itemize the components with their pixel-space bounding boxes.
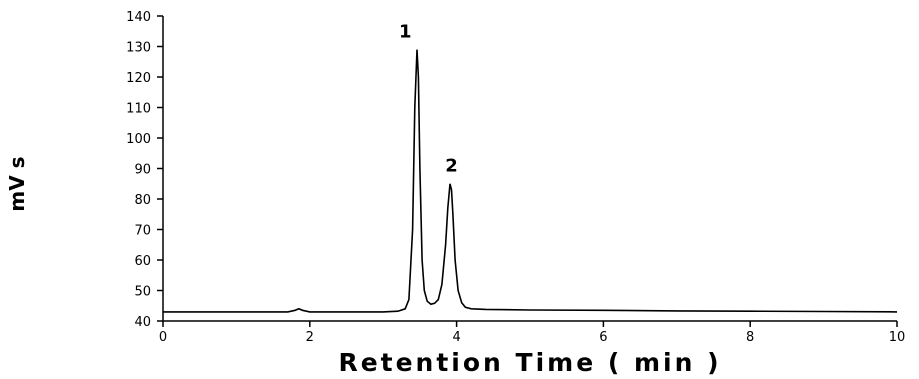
- y-tick-label: 140: [126, 10, 151, 25]
- peak-labels: 12: [399, 21, 458, 176]
- y-axis-title: mV s: [5, 156, 29, 211]
- y-tick-label: 100: [126, 132, 151, 147]
- x-axis-title: Retention Time ( min ): [338, 348, 721, 377]
- x-tick-label: 4: [452, 330, 460, 345]
- y-tick-label: 50: [134, 285, 151, 300]
- x-tick-label: 0: [159, 330, 167, 345]
- x-tick-label: 6: [599, 330, 607, 345]
- x-tick-label: 10: [889, 330, 906, 345]
- y-tick-label: 130: [126, 41, 151, 56]
- y-tick-label: 70: [134, 224, 151, 239]
- x-axis: 0 2 4 6 8 10: [159, 320, 906, 345]
- chromatogram-trace: [163, 49, 898, 313]
- x-tick-label: 2: [306, 330, 314, 345]
- peak-label-1: 1: [399, 21, 412, 42]
- y-tick-label: 80: [134, 193, 151, 208]
- y-axis: 40 50 60 70 80 90 100 110 120 130 140: [126, 10, 164, 330]
- y-tick-label: 60: [134, 254, 151, 269]
- peak-label-2: 2: [445, 156, 458, 177]
- y-tick-label: 90: [134, 163, 151, 178]
- x-tick-label: 8: [746, 330, 754, 345]
- y-tick-label: 110: [126, 102, 151, 117]
- y-tick-label: 120: [126, 71, 151, 86]
- y-tick-label: 40: [134, 315, 151, 330]
